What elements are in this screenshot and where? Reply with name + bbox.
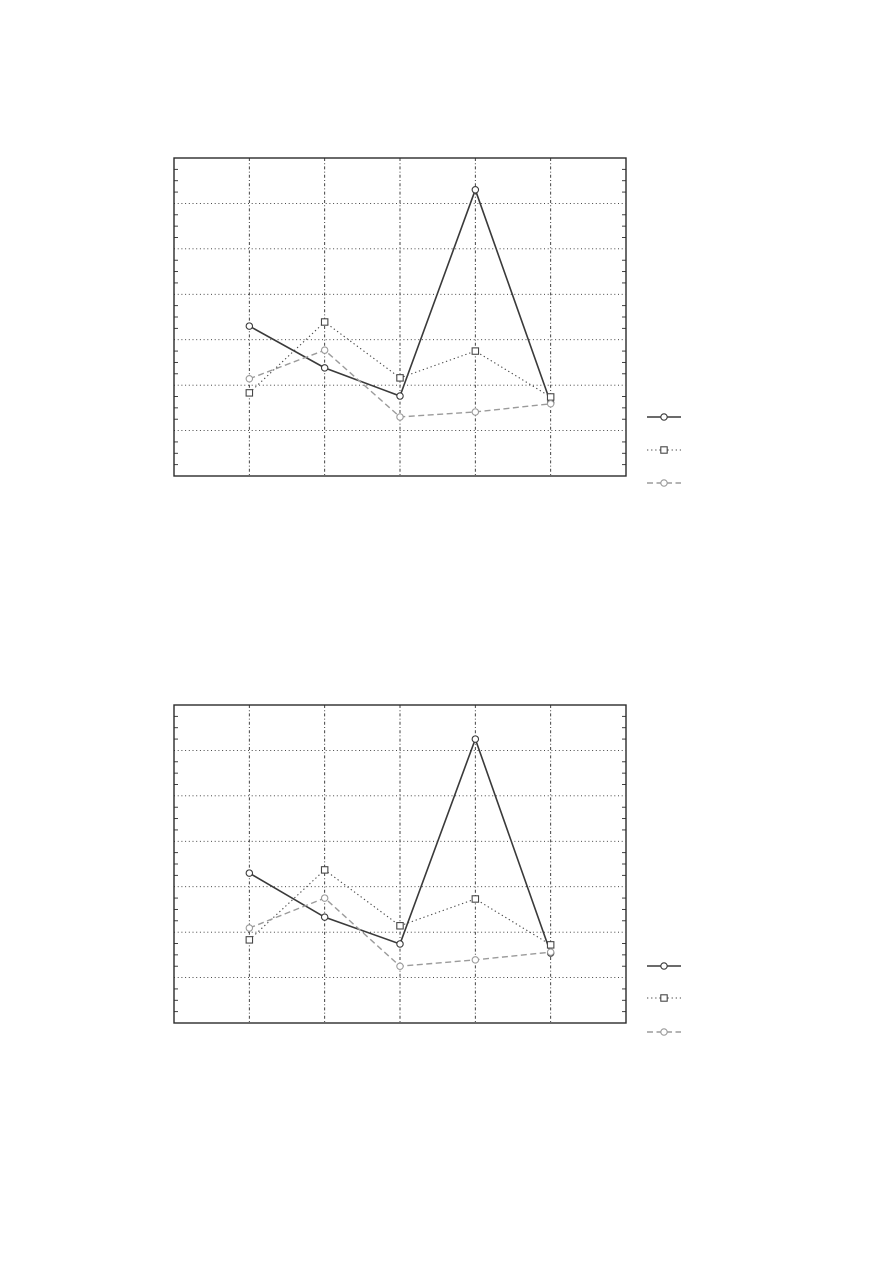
series-2-marker-square bbox=[396, 374, 404, 382]
series-2-marker-square bbox=[320, 318, 329, 326]
legend-entry-3 bbox=[647, 479, 681, 487]
plot-border bbox=[173, 704, 627, 1024]
legend-marker-circle bbox=[660, 1028, 668, 1036]
series-1-marker-circle bbox=[471, 735, 480, 743]
series-1-marker-circle bbox=[245, 869, 254, 877]
legend-entry-3 bbox=[647, 1028, 681, 1036]
line-chart-bottom bbox=[173, 704, 681, 1036]
series-3-marker-circle bbox=[396, 962, 404, 970]
series-1-marker-circle bbox=[471, 186, 480, 194]
legend-marker-square bbox=[660, 446, 668, 454]
series-3-marker-circle bbox=[245, 375, 254, 383]
series-2-marker-square bbox=[471, 347, 480, 355]
series-3-marker-circle bbox=[546, 948, 555, 956]
series-2-marker-square bbox=[245, 936, 254, 944]
series-1-marker-circle bbox=[320, 913, 329, 921]
legend-marker-circle bbox=[660, 962, 668, 970]
series-3-marker-circle bbox=[396, 413, 404, 421]
line-chart-top bbox=[173, 157, 681, 487]
legend-entry-1 bbox=[647, 962, 681, 970]
series-1-marker-circle bbox=[396, 940, 404, 948]
series-3-marker-circle bbox=[245, 924, 254, 932]
series-3-marker-circle bbox=[471, 956, 480, 964]
series-1-marker-circle bbox=[245, 322, 254, 330]
series-2-marker-square bbox=[471, 895, 480, 903]
series-2-marker-square bbox=[546, 393, 555, 401]
line-chart-figure-bottom bbox=[160, 697, 720, 1042]
series-1-marker-circle bbox=[320, 364, 329, 372]
series-3-marker-circle bbox=[320, 894, 329, 902]
legend-marker-square bbox=[660, 994, 668, 1002]
series-3-marker-circle bbox=[546, 400, 555, 408]
legend-marker-circle bbox=[660, 479, 668, 487]
legend-entry-2 bbox=[647, 446, 681, 454]
series-1-marker-circle bbox=[396, 392, 404, 400]
series-2-marker-square bbox=[245, 389, 254, 397]
legend-entry-2 bbox=[647, 994, 681, 1002]
series-2-marker-square bbox=[396, 922, 404, 930]
plot-border bbox=[173, 157, 627, 477]
series-2-marker-square bbox=[320, 866, 329, 874]
legend-marker-circle bbox=[660, 413, 668, 421]
series-3-marker-circle bbox=[471, 408, 480, 416]
series-2-marker-square bbox=[546, 941, 555, 949]
line-chart-figure-top bbox=[160, 150, 720, 495]
series-3-marker-circle bbox=[320, 346, 329, 354]
legend-entry-1 bbox=[647, 413, 681, 421]
